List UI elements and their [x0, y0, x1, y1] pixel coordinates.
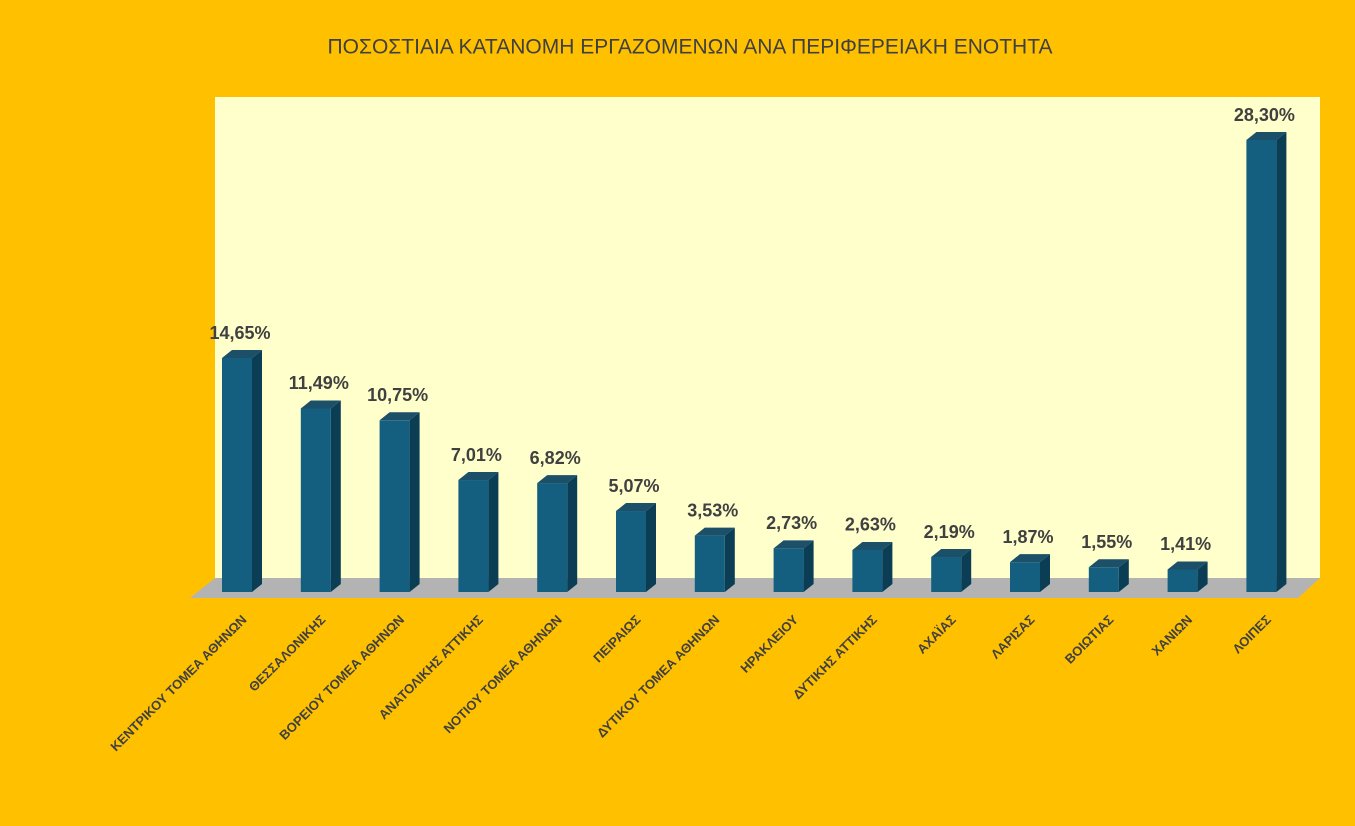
bar-top: [1010, 554, 1050, 563]
bar: [616, 511, 646, 592]
value-label: 28,30%: [1234, 105, 1295, 125]
bar-side: [1040, 554, 1050, 592]
bar-top: [222, 350, 262, 359]
bar-top: [852, 541, 893, 550]
bar: [1010, 562, 1040, 592]
bar-side: [330, 400, 341, 592]
bar: [537, 483, 568, 592]
bar-side: [961, 549, 972, 592]
value-label: 5,07%: [608, 476, 659, 496]
value-label: 6,82%: [530, 448, 581, 468]
bar: [1088, 567, 1119, 592]
bar: [379, 420, 410, 592]
bar: [852, 549, 883, 592]
value-label: 11,49%: [289, 373, 349, 393]
bar-top: [694, 527, 735, 536]
bar: [773, 548, 804, 592]
chart-title: ΠΟΣΟΣΤΙΑΙΑ ΚΑΤΑΝΟΜΗ ΕΡΓΑΖΟΜΕΝΩΝ ΑΝΑ ΠΕΡΙ…: [327, 36, 1052, 59]
bar-top: [616, 503, 656, 512]
bar-side: [1197, 561, 1208, 592]
bar-side: [488, 472, 499, 592]
floor: [190, 578, 1320, 598]
bar-side: [567, 475, 578, 592]
bar-top: [773, 540, 814, 549]
bar: [1246, 140, 1277, 592]
value-label: 1,87%: [1002, 527, 1053, 547]
bar-side: [1276, 132, 1287, 592]
bar: [458, 480, 489, 592]
bar-top: [1246, 132, 1287, 140]
bar-side: [1118, 559, 1129, 592]
value-label: 1,41%: [1160, 534, 1211, 554]
bar-top: [458, 472, 499, 481]
bar: [300, 408, 331, 592]
bar-top: [537, 475, 578, 484]
value-label: 7,01%: [451, 445, 502, 465]
bar-side: [646, 503, 656, 592]
value-label: 2,63%: [845, 515, 896, 535]
value-label: 3,53%: [687, 500, 738, 520]
bar-side: [409, 412, 420, 592]
bar-side: [724, 527, 735, 592]
bar-side: [803, 540, 814, 592]
bar: [222, 358, 252, 592]
bar: [694, 535, 725, 592]
bar: [931, 557, 962, 592]
bar-top: [379, 412, 420, 421]
bar-side: [252, 350, 262, 592]
value-label: 1,55%: [1081, 532, 1132, 552]
value-label: 2,19%: [924, 522, 975, 542]
bar-top: [931, 549, 972, 558]
bar-top: [1167, 561, 1208, 570]
bar-side: [882, 541, 893, 592]
bar-top: [300, 400, 341, 409]
bar: [1167, 569, 1198, 592]
bar-top: [1088, 559, 1129, 568]
value-label: 10,75%: [367, 385, 428, 405]
value-label: 2,73%: [766, 513, 817, 533]
value-label: 14,65%: [209, 323, 270, 343]
